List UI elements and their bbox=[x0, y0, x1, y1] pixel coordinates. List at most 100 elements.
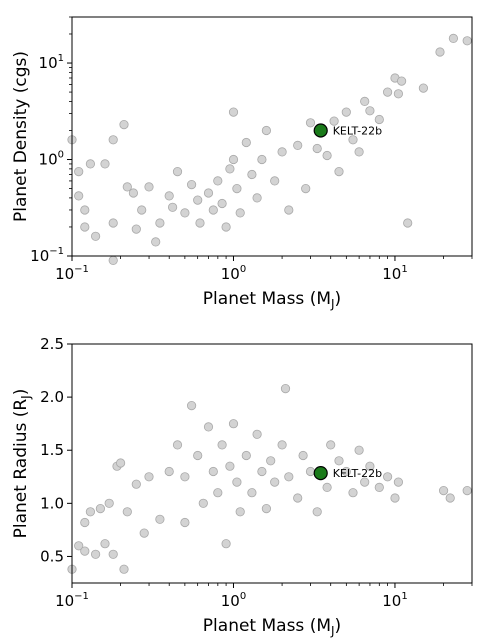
x-tick-label: 101 bbox=[382, 591, 407, 610]
radius-data-point-31 bbox=[228, 419, 239, 429]
radius-data-point-56 bbox=[374, 482, 384, 492]
radius-data-point-55 bbox=[365, 461, 375, 471]
radius-data-point-39 bbox=[266, 456, 276, 466]
radius-data-point-25 bbox=[203, 422, 214, 432]
radius-data-point-26 bbox=[208, 466, 218, 477]
y-tick-label: 2.0 bbox=[40, 388, 64, 406]
density-data-point-26 bbox=[203, 188, 214, 198]
density-data-point-16 bbox=[144, 182, 154, 192]
density-data-point-8 bbox=[108, 135, 118, 145]
y-tick-label: 1.0 bbox=[40, 494, 64, 512]
density-data-point-31 bbox=[225, 164, 235, 174]
radius-data-point-34 bbox=[241, 450, 251, 461]
radius-data-point-8 bbox=[104, 498, 114, 508]
radius-data-point-28 bbox=[217, 440, 227, 450]
radius-data-point-7 bbox=[100, 539, 110, 549]
density-data-point-65 bbox=[462, 36, 472, 46]
x-axis-label: Planet Mass (MJ) bbox=[203, 289, 341, 311]
density-data-point-12 bbox=[122, 182, 132, 192]
radius-data-point-27 bbox=[213, 488, 223, 498]
radius-data-point-48 bbox=[322, 482, 332, 492]
radius-data-point-15 bbox=[139, 528, 149, 538]
density-data-point-54 bbox=[360, 96, 370, 107]
radius-data-point-4 bbox=[85, 507, 96, 517]
density-data-point-6 bbox=[91, 231, 101, 241]
x-tick-label: 101 bbox=[382, 264, 407, 283]
radius-data-point-46 bbox=[305, 466, 316, 477]
density-data-point-29 bbox=[217, 198, 227, 209]
density-data-point-50 bbox=[334, 167, 344, 177]
y-axis-label: Planet Radius (RJ) bbox=[11, 389, 33, 539]
density-data-point-23 bbox=[187, 180, 197, 190]
radius-data-point-11 bbox=[116, 458, 126, 468]
radius-data-point-3 bbox=[80, 517, 90, 528]
density-data-point-40 bbox=[261, 125, 271, 136]
radius-data-point-17 bbox=[155, 514, 165, 524]
radius-data-point-20 bbox=[180, 472, 190, 482]
radius-data-point-57 bbox=[382, 472, 393, 482]
x-axis-label: Planet Mass (MJ) bbox=[203, 616, 341, 638]
radius-data-point-53 bbox=[354, 445, 364, 455]
radius-data-point-12 bbox=[119, 564, 129, 574]
density-data-point-49 bbox=[329, 116, 339, 126]
density-data-point-7 bbox=[100, 159, 110, 169]
density-data-point-15 bbox=[137, 205, 147, 215]
density-data-point-11 bbox=[119, 120, 129, 130]
radius-data-point-47 bbox=[312, 507, 322, 517]
radius-data-point-22 bbox=[187, 400, 197, 411]
radius-data-point-1 bbox=[74, 541, 84, 551]
radius-data-point-23 bbox=[193, 450, 203, 461]
radius-data-point-41 bbox=[277, 440, 287, 450]
radius-data-point-18 bbox=[164, 466, 174, 477]
density-data-point-2 bbox=[74, 191, 84, 201]
density-data-point-3 bbox=[80, 205, 90, 215]
radius-data-point-61 bbox=[445, 493, 455, 503]
radius-data-point-2 bbox=[80, 546, 90, 556]
radius-data-point-45 bbox=[298, 450, 308, 461]
density-data-point-34 bbox=[232, 184, 242, 194]
density-data-point-39 bbox=[257, 154, 267, 165]
density-data-point-20 bbox=[168, 202, 178, 212]
density-data-point-4 bbox=[80, 222, 90, 232]
density-data-point-30 bbox=[221, 222, 231, 232]
density-data-point-64 bbox=[448, 33, 458, 44]
density-data-point-36 bbox=[241, 137, 251, 148]
radius-data-point-38 bbox=[261, 503, 271, 514]
density-data-point-21 bbox=[172, 167, 183, 177]
radius-data-point-32 bbox=[232, 477, 242, 487]
x-tick-label: 10−1 bbox=[55, 264, 89, 283]
density-data-point-45 bbox=[301, 184, 311, 194]
density-data-point-55 bbox=[365, 106, 375, 116]
radius-data-point-58 bbox=[390, 493, 400, 503]
radius-data-point-37 bbox=[257, 466, 267, 477]
density-data-point-17 bbox=[151, 237, 161, 247]
y-tick-label: 10−1 bbox=[30, 246, 64, 265]
highlight-label: KELT-22b bbox=[333, 467, 382, 480]
radius-data-point-49 bbox=[326, 440, 336, 450]
density-data-point-57 bbox=[382, 87, 393, 97]
density-data-point-41 bbox=[270, 176, 280, 186]
density-data-point-56 bbox=[374, 114, 384, 125]
highlight-point bbox=[313, 123, 328, 138]
y-axis-label: Planet Density (cgs) bbox=[11, 51, 31, 222]
y-tick-label: 100 bbox=[39, 150, 64, 169]
axes-frame bbox=[71, 16, 473, 257]
y-tick-label: 2.5 bbox=[40, 335, 64, 353]
radius-data-point-14 bbox=[131, 479, 141, 489]
radius-data-point-13 bbox=[122, 507, 132, 517]
density-data-point-14 bbox=[131, 224, 141, 234]
density-data-point-37 bbox=[247, 169, 257, 180]
density-data-point-43 bbox=[284, 205, 294, 215]
radius-data-point-35 bbox=[247, 488, 257, 498]
density-data-point-33 bbox=[228, 154, 239, 165]
density-data-point-19 bbox=[164, 191, 174, 201]
x-tick-label: 100 bbox=[221, 591, 246, 610]
radius-data-point-54 bbox=[360, 477, 370, 487]
radius-data-point-50 bbox=[334, 456, 344, 466]
density-data-point-25 bbox=[195, 218, 205, 228]
density-data-point-10 bbox=[108, 255, 118, 265]
density-data-point-48 bbox=[322, 150, 332, 161]
radius-data-point-21 bbox=[180, 517, 190, 528]
density-data-point-42 bbox=[277, 147, 287, 157]
